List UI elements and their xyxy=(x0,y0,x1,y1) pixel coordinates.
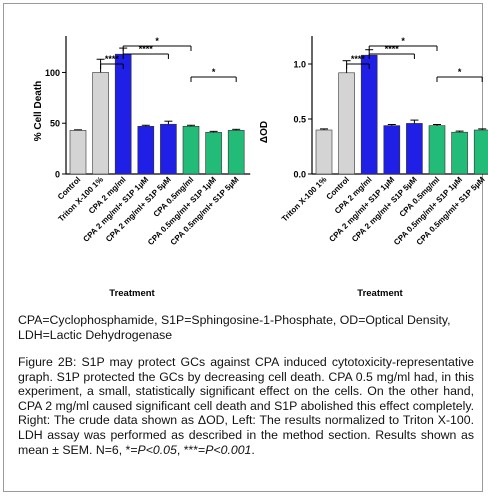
significance-label: **** xyxy=(385,44,400,54)
bar xyxy=(428,125,446,175)
legend-end: . xyxy=(251,442,255,457)
bar xyxy=(227,130,245,175)
x-axis-label: Treatment xyxy=(109,288,155,299)
bar xyxy=(315,129,333,175)
bar xyxy=(338,72,355,175)
bar xyxy=(205,132,222,175)
bar xyxy=(92,72,109,175)
legend-p1: P<0.05 xyxy=(137,442,177,457)
significance-label: * xyxy=(212,67,216,77)
x-axis-label: Treatment xyxy=(357,288,403,299)
y-tick-label: 1.0 xyxy=(293,60,306,70)
significance-label: **** xyxy=(139,44,154,54)
y-tick-label: 0 xyxy=(55,170,60,180)
bar xyxy=(451,131,468,175)
y-tick-label: 100 xyxy=(45,68,60,78)
legend-p2: P<0.001 xyxy=(205,442,252,457)
x-tick-label: Triton X-100 1% xyxy=(280,175,328,223)
bar xyxy=(182,125,200,175)
significance-label: * xyxy=(458,67,462,77)
bar xyxy=(406,123,423,175)
bar xyxy=(69,130,87,175)
y-axis-label: % Cell Death xyxy=(33,81,44,142)
bar xyxy=(160,123,177,175)
legend-main-text: Figure 2B: S1P may protect GCs against C… xyxy=(18,355,474,457)
y-tick-label: 50 xyxy=(50,119,60,129)
bar xyxy=(360,54,378,175)
y-axis-label: ΔOD xyxy=(259,121,270,143)
figure-frame: 0 50 100% Cell Death Control Triton X-100 1%… xyxy=(3,3,488,492)
significance-label: * xyxy=(155,36,159,46)
bar xyxy=(383,125,401,175)
y-tick-label: 0.0 xyxy=(293,170,306,180)
legend-mid: , ***= xyxy=(176,442,206,457)
y-tick-label: 0.5 xyxy=(293,115,306,125)
significance-label: * xyxy=(401,36,405,46)
significance-label: **** xyxy=(351,54,366,64)
bar xyxy=(473,129,488,175)
bar xyxy=(137,125,155,175)
figure-legend: Figure 2B: S1P may protect GCs against C… xyxy=(18,355,474,457)
abbreviations-text: CPA=Cyclophosphamide, S1P=Sphingosine-1-… xyxy=(18,313,451,342)
significance-label: **** xyxy=(105,54,120,64)
bar xyxy=(114,53,132,175)
